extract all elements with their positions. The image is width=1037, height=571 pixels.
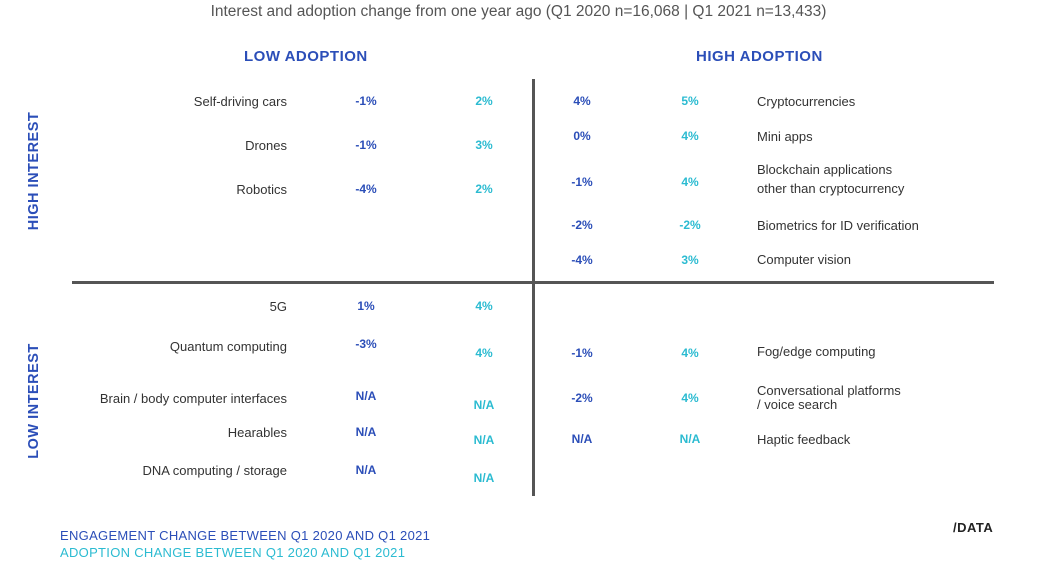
technology-label: 5G <box>269 299 287 314</box>
technology-label: Drones <box>245 138 287 153</box>
technology-label-line2: / voice search <box>757 397 838 412</box>
technology-label: Cryptocurrencies <box>757 94 856 109</box>
low-adoption-header: LOW ADOPTION <box>244 48 368 65</box>
engagement-change-value: N/A <box>355 463 377 477</box>
engagement-change-value: -1% <box>355 94 377 108</box>
engagement-change-value: -4% <box>355 182 377 196</box>
adoption-change-value: 4% <box>681 346 699 360</box>
technology-label: Conversational platforms <box>757 383 901 398</box>
engagement-change-value: N/A <box>355 389 377 403</box>
technology-label: Robotics <box>236 182 287 197</box>
adoption-change-value: 4% <box>475 346 493 360</box>
engagement-change-value: 4% <box>573 94 591 108</box>
chart-subtitle: Interest and adoption change from one ye… <box>210 3 827 20</box>
technology-label: Fog/edge computing <box>757 344 876 359</box>
adoption-change-value: N/A <box>679 432 701 446</box>
engagement-change-value: -2% <box>571 391 593 405</box>
technology-label: Hearables <box>227 425 287 440</box>
adoption-change-value: 4% <box>475 299 493 313</box>
horizontal-divider <box>72 281 994 284</box>
engagement-change-value: 0% <box>573 129 591 143</box>
adoption-change-value: -2% <box>679 218 701 232</box>
adoption-change-value: 2% <box>475 94 493 108</box>
engagement-change-value: -2% <box>571 218 593 232</box>
engagement-change-value: N/A <box>571 432 593 446</box>
engagement-change-value: -1% <box>571 346 593 360</box>
technology-label: Brain / body computer interfaces <box>99 391 287 406</box>
adoption-change-value: N/A <box>473 471 495 485</box>
low-interest-axis-label: LOW INTEREST <box>26 343 42 459</box>
engagement-change-value: -3% <box>355 337 377 351</box>
adoption-change-value: 5% <box>681 94 699 108</box>
engagement-change-value: -4% <box>571 253 593 267</box>
vertical-divider <box>532 79 535 496</box>
technology-label: Quantum computing <box>169 339 287 354</box>
engagement-change-value: 1% <box>357 299 375 313</box>
adoption-change-value: 4% <box>681 175 699 189</box>
adoption-change-value: N/A <box>473 398 495 412</box>
technology-label-line2: other than cryptocurrency <box>757 181 905 196</box>
idata-logo: /DATA <box>953 520 994 535</box>
engagement-change-value: N/A <box>355 425 377 439</box>
adoption-change-value: N/A <box>473 433 495 447</box>
technology-label: DNA computing / storage <box>142 463 287 478</box>
technology-label: Computer vision <box>757 252 851 267</box>
adoption-change-value: 4% <box>681 129 699 143</box>
technology-label: Blockchain applications <box>757 162 893 177</box>
high-interest-axis-label: HIGH INTEREST <box>26 111 42 231</box>
high-adoption-header: HIGH ADOPTION <box>696 48 823 65</box>
technology-label: Self-driving cars <box>193 94 287 109</box>
adoption-change-value: 3% <box>681 253 699 267</box>
technology-label: Haptic feedback <box>757 432 851 447</box>
adoption-change-value: 3% <box>475 138 493 152</box>
technology-label: Mini apps <box>757 129 813 144</box>
adoption-change-value: 2% <box>475 182 493 196</box>
engagement-change-value: -1% <box>355 138 377 152</box>
adoption-change-value: 4% <box>681 391 699 405</box>
engagement-change-value: -1% <box>571 175 593 189</box>
legend-adoption: ADOPTION CHANGE BETWEEN Q1 2020 AND Q1 2… <box>60 545 406 560</box>
legend-engagement: ENGAGEMENT CHANGE BETWEEN Q1 2020 AND Q1… <box>60 528 431 543</box>
technology-label: Biometrics for ID verification <box>757 218 919 233</box>
